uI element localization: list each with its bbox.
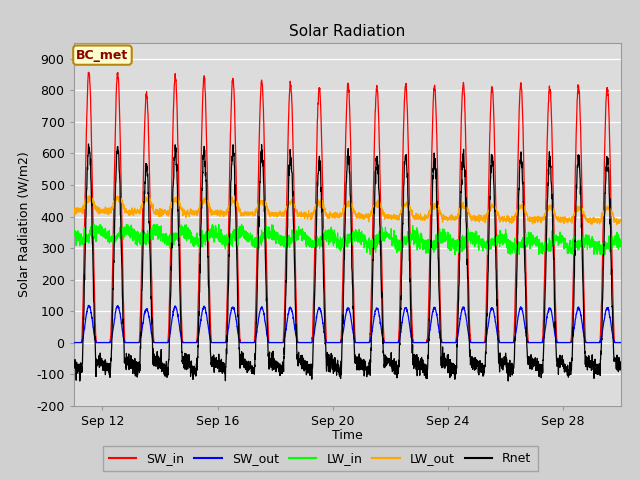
Line: Rnet: Rnet	[74, 144, 621, 381]
X-axis label: Time: Time	[332, 429, 363, 442]
SW_out	[349, 329, 357, 335]
Rnet	[349, 303, 357, 309]
SW_in	[416, 340, 424, 346]
Rnet	[617, 365, 625, 371]
Rnet	[70, 358, 77, 364]
LW_out	[353, 214, 360, 219]
SW_in	[353, 340, 360, 346]
LW_in	[353, 230, 360, 236]
SW_in	[617, 340, 625, 346]
LW_out	[120, 205, 127, 211]
SW_out	[70, 340, 77, 346]
Rnet	[84, 141, 92, 147]
LW_out	[349, 206, 357, 212]
LW_out	[416, 215, 424, 220]
Title: Solar Radiation: Solar Radiation	[289, 24, 405, 39]
Line: SW_in: SW_in	[74, 72, 621, 343]
Line: LW_in: LW_in	[74, 224, 621, 254]
SW_out	[483, 331, 491, 336]
LW_in	[70, 228, 77, 233]
LW_in	[90, 221, 98, 227]
SW_in	[120, 314, 127, 320]
SW_in	[349, 265, 357, 271]
LW_out	[86, 193, 93, 199]
Y-axis label: Solar Radiation (W/m2): Solar Radiation (W/m2)	[18, 152, 31, 297]
SW_in	[483, 268, 491, 274]
SW_out	[120, 336, 127, 342]
SW_in	[70, 340, 77, 346]
LW_in	[416, 237, 424, 243]
LW_out	[70, 210, 77, 216]
SW_in	[567, 336, 575, 342]
Text: BC_met: BC_met	[76, 48, 129, 61]
Legend: SW_in, SW_out, LW_in, LW_out, Rnet: SW_in, SW_out, LW_in, LW_out, Rnet	[102, 446, 538, 471]
LW_out	[613, 222, 621, 228]
LW_in	[120, 225, 127, 230]
LW_out	[617, 216, 625, 222]
Rnet	[76, 378, 84, 384]
LW_in	[568, 247, 575, 253]
Rnet	[416, 359, 424, 364]
LW_out	[567, 219, 575, 225]
SW_in	[84, 70, 92, 75]
Rnet	[568, 368, 575, 373]
LW_in	[483, 243, 491, 249]
LW_out	[483, 211, 491, 216]
SW_out	[84, 302, 92, 308]
LW_in	[349, 237, 357, 243]
Rnet	[353, 355, 360, 360]
Line: LW_out: LW_out	[74, 196, 621, 225]
SW_out	[416, 340, 424, 346]
Line: SW_out: SW_out	[74, 305, 621, 343]
Rnet	[120, 341, 128, 347]
SW_out	[617, 340, 625, 346]
SW_out	[353, 340, 360, 346]
LW_in	[366, 252, 374, 257]
Rnet	[483, 304, 491, 310]
LW_in	[617, 240, 625, 246]
SW_out	[567, 339, 575, 345]
